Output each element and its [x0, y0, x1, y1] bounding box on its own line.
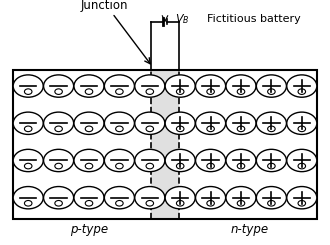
Circle shape: [165, 186, 195, 209]
Circle shape: [74, 149, 104, 172]
Circle shape: [74, 75, 104, 97]
Circle shape: [55, 89, 62, 94]
Circle shape: [226, 112, 256, 135]
Circle shape: [146, 89, 153, 94]
Circle shape: [55, 200, 62, 206]
Bar: [151, 70, 179, 219]
Circle shape: [256, 112, 286, 135]
Circle shape: [207, 163, 214, 169]
Circle shape: [207, 89, 214, 94]
Circle shape: [85, 200, 93, 206]
Circle shape: [287, 75, 317, 97]
Circle shape: [298, 163, 306, 169]
Circle shape: [85, 126, 93, 132]
Circle shape: [115, 200, 123, 206]
Bar: [13, 70, 317, 219]
Circle shape: [226, 75, 256, 97]
Circle shape: [13, 149, 43, 172]
Circle shape: [165, 75, 195, 97]
Circle shape: [177, 126, 184, 132]
Text: n-type: n-type: [231, 223, 269, 236]
Circle shape: [44, 186, 74, 209]
Circle shape: [85, 163, 93, 169]
Circle shape: [196, 186, 226, 209]
Circle shape: [256, 75, 286, 97]
Circle shape: [74, 186, 104, 209]
Circle shape: [85, 89, 93, 94]
Circle shape: [165, 149, 195, 172]
Circle shape: [177, 89, 184, 94]
Circle shape: [13, 186, 43, 209]
Circle shape: [44, 149, 74, 172]
Circle shape: [146, 126, 153, 132]
Circle shape: [24, 89, 32, 94]
Circle shape: [135, 112, 165, 135]
Circle shape: [135, 186, 165, 209]
Circle shape: [256, 186, 286, 209]
Circle shape: [146, 200, 153, 206]
Circle shape: [226, 186, 256, 209]
Circle shape: [104, 112, 134, 135]
Circle shape: [256, 149, 286, 172]
Circle shape: [207, 200, 214, 206]
Circle shape: [268, 163, 275, 169]
Circle shape: [298, 126, 306, 132]
Circle shape: [55, 163, 62, 169]
Circle shape: [104, 186, 134, 209]
Circle shape: [44, 75, 74, 97]
Circle shape: [207, 126, 214, 132]
Circle shape: [165, 112, 195, 135]
Circle shape: [287, 149, 317, 172]
Circle shape: [115, 89, 123, 94]
Circle shape: [298, 89, 306, 94]
Circle shape: [13, 112, 43, 135]
Circle shape: [268, 200, 275, 206]
Circle shape: [268, 89, 275, 94]
Circle shape: [298, 200, 306, 206]
Circle shape: [226, 149, 256, 172]
Circle shape: [196, 149, 226, 172]
Circle shape: [268, 126, 275, 132]
Text: $V_B$: $V_B$: [175, 12, 190, 26]
Circle shape: [13, 75, 43, 97]
Circle shape: [237, 89, 245, 94]
Circle shape: [55, 126, 62, 132]
Circle shape: [104, 75, 134, 97]
Circle shape: [196, 112, 226, 135]
Text: p-type: p-type: [70, 223, 108, 236]
Circle shape: [287, 186, 317, 209]
Circle shape: [177, 200, 184, 206]
Text: Fictitious battery: Fictitious battery: [207, 14, 301, 24]
Circle shape: [74, 112, 104, 135]
Circle shape: [115, 163, 123, 169]
Circle shape: [24, 200, 32, 206]
Circle shape: [104, 149, 134, 172]
Circle shape: [237, 163, 245, 169]
Text: Junction: Junction: [81, 0, 128, 12]
Circle shape: [115, 126, 123, 132]
Circle shape: [44, 112, 74, 135]
Circle shape: [24, 126, 32, 132]
Circle shape: [237, 126, 245, 132]
Circle shape: [135, 75, 165, 97]
Circle shape: [24, 163, 32, 169]
Circle shape: [146, 163, 153, 169]
Circle shape: [237, 200, 245, 206]
Circle shape: [196, 75, 226, 97]
Circle shape: [177, 163, 184, 169]
Circle shape: [287, 112, 317, 135]
Circle shape: [135, 149, 165, 172]
